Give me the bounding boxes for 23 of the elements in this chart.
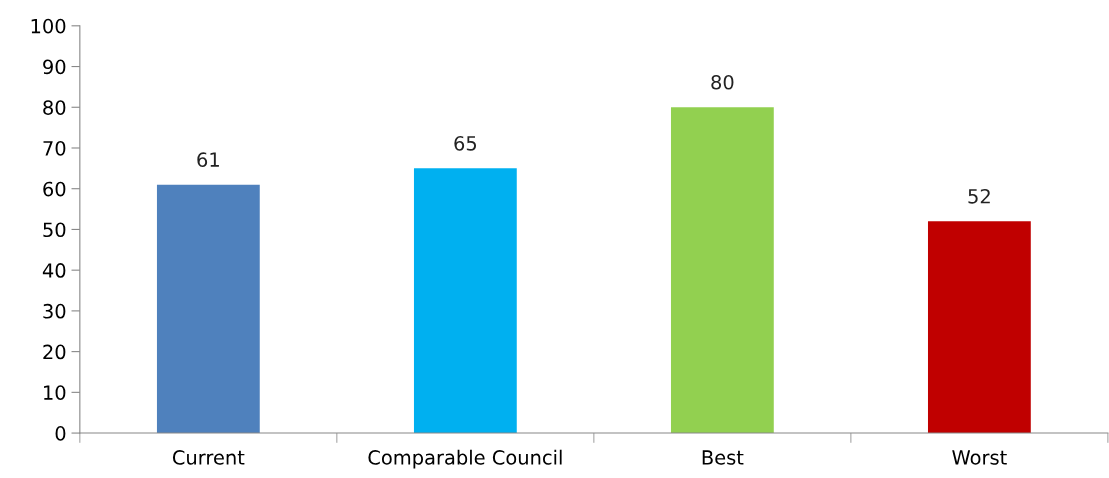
y-tick-label: 50: [43, 222, 66, 238]
data-label: 52: [968, 188, 990, 204]
data-label: 61: [197, 152, 219, 167]
y-tick-label: 60: [43, 181, 66, 197]
bar: [670, 107, 774, 434]
x-tick-label: Worst: [952, 450, 1007, 465]
y-tick-label: 20: [43, 344, 66, 360]
x-tick-label: Best: [702, 450, 744, 465]
y-tick-label: 100: [31, 18, 66, 34]
y-tick-label: 70: [43, 140, 66, 156]
data-label: 80: [711, 74, 734, 90]
bar: [156, 184, 260, 434]
bar: [927, 221, 1031, 434]
bar: [413, 168, 517, 434]
x-tick-label: Comparable Council: [368, 449, 562, 469]
y-tick-label: 90: [43, 59, 66, 75]
y-tick-label: 0: [55, 426, 66, 441]
data-label: 65: [454, 135, 477, 151]
x-tick-label: Current: [172, 450, 245, 465]
y-tick-label: 40: [42, 263, 66, 278]
y-tick-label: 80: [43, 100, 66, 115]
y-tick-label: 10: [44, 385, 66, 401]
y-tick-label: 30: [43, 303, 66, 319]
